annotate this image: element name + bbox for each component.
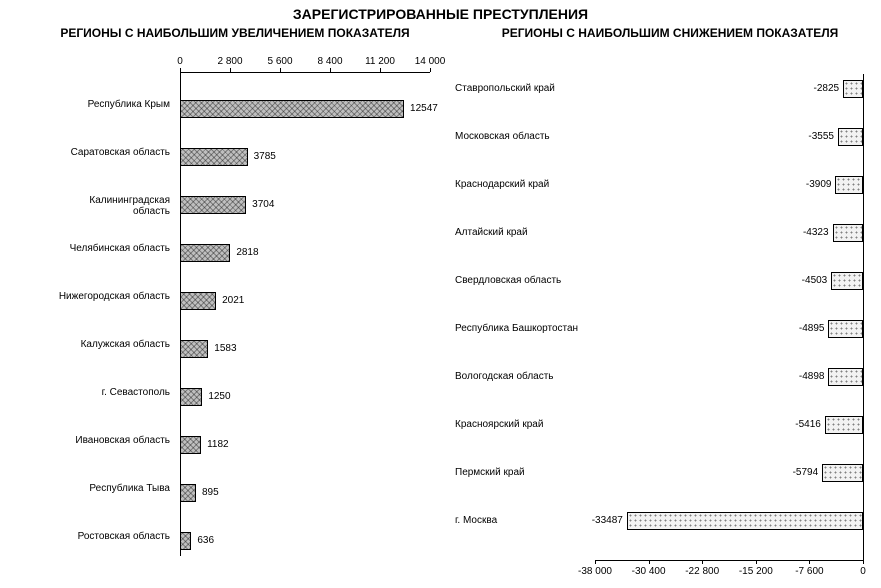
- right-tick: [595, 560, 596, 564]
- right-bar: [822, 464, 863, 482]
- left-tick: [230, 68, 231, 72]
- right-tick: [649, 560, 650, 564]
- right-category: Краснодарский край: [455, 179, 590, 190]
- right-tick-label: -22 800: [685, 566, 719, 577]
- left-x-axis: [180, 72, 430, 73]
- left-value: 895: [202, 487, 219, 498]
- right-category: Республика Башкортостан: [455, 323, 590, 334]
- left-category: Челябинская область: [0, 243, 170, 254]
- left-value: 2818: [236, 247, 258, 258]
- left-category: Ростовская область: [0, 531, 170, 542]
- left-bar: [180, 436, 201, 454]
- right-category: Вологодская область: [455, 371, 590, 382]
- right-value: -3555: [808, 131, 834, 142]
- left-tick-label: 2 800: [217, 56, 242, 67]
- left-tick: [180, 68, 181, 72]
- right-category: Пермский край: [455, 467, 590, 478]
- left-value: 2021: [222, 295, 244, 306]
- right-tick-label: 0: [860, 566, 866, 577]
- left-tick-label: 0: [177, 56, 183, 67]
- main-title: ЗАРЕГИСТРИРОВАННЫЕ ПРЕСТУПЛЕНИЯ: [0, 6, 881, 22]
- left-value: 1250: [208, 391, 230, 402]
- right-subtitle: РЕГИОНЫ С НАИБОЛЬШИМ СНИЖЕНИЕМ ПОКАЗАТЕЛ…: [470, 26, 870, 40]
- left-category: Саратовская область: [0, 147, 170, 158]
- left-category: Республика Крым: [0, 99, 170, 110]
- left-tick: [280, 68, 281, 72]
- right-category: Красноярский край: [455, 419, 590, 430]
- left-tick-label: 14 000: [415, 56, 446, 67]
- left-tick: [330, 68, 331, 72]
- right-value: -2825: [814, 83, 840, 94]
- left-bar: [180, 196, 246, 214]
- right-value: -5416: [795, 419, 821, 430]
- left-value: 1182: [207, 439, 229, 450]
- left-category: Ивановская область: [0, 435, 170, 446]
- left-tick: [380, 68, 381, 72]
- left-tick-label: 5 600: [267, 56, 292, 67]
- right-bar: [828, 320, 863, 338]
- left-bar: [180, 484, 196, 502]
- right-bar: [627, 512, 863, 530]
- right-bar: [831, 272, 863, 290]
- right-value: -5794: [793, 467, 819, 478]
- left-value: 12547: [410, 103, 438, 114]
- right-tick-label: -30 400: [632, 566, 666, 577]
- right-tick-label: -38 000: [578, 566, 612, 577]
- right-tick: [809, 560, 810, 564]
- left-value: 3704: [252, 199, 274, 210]
- left-tick-label: 8 400: [317, 56, 342, 67]
- left-tick-label: 11 200: [365, 56, 395, 67]
- left-bar: [180, 148, 248, 166]
- right-bar: [833, 224, 863, 242]
- left-bar: [180, 340, 208, 358]
- right-category: Алтайский край: [455, 227, 590, 238]
- right-bar: [828, 368, 863, 386]
- right-x-axis: [595, 560, 863, 561]
- right-category: Свердловская область: [455, 275, 590, 286]
- right-y-axis: [863, 74, 864, 560]
- left-category: г. Севастополь: [0, 387, 170, 398]
- left-bar: [180, 100, 404, 118]
- right-tick-label: -7 600: [795, 566, 823, 577]
- left-value: 3785: [254, 151, 276, 162]
- left-category: Калужская область: [0, 339, 170, 350]
- right-value: -33487: [592, 515, 623, 526]
- right-bar: [835, 176, 863, 194]
- right-tick: [702, 560, 703, 564]
- right-bar: [843, 80, 863, 98]
- right-bar: [838, 128, 863, 146]
- left-bar: [180, 388, 202, 406]
- right-tick: [863, 560, 864, 564]
- left-category: Республика Тыва: [0, 483, 170, 494]
- left-bar: [180, 532, 191, 550]
- left-bar: [180, 244, 230, 262]
- right-category: Московская область: [455, 131, 590, 142]
- right-value: -4503: [802, 275, 828, 286]
- left-value: 636: [197, 535, 214, 546]
- right-category: г. Москва: [455, 515, 590, 526]
- right-tick-label: -15 200: [739, 566, 773, 577]
- left-category: Нижегородская область: [0, 291, 170, 302]
- right-value: -4895: [799, 323, 825, 334]
- right-value: -4323: [803, 227, 829, 238]
- left-value: 1583: [214, 343, 236, 354]
- right-value: -3909: [806, 179, 832, 190]
- right-bar: [825, 416, 863, 434]
- left-subtitle: РЕГИОНЫ С НАИБОЛЬШИМ УВЕЛИЧЕНИЕМ ПОКАЗАТ…: [20, 26, 450, 40]
- left-category: Калининградская область: [0, 195, 170, 217]
- right-value: -4898: [799, 371, 825, 382]
- right-category: Ставропольский край: [455, 83, 590, 94]
- left-bar: [180, 292, 216, 310]
- right-tick: [756, 560, 757, 564]
- left-tick: [430, 68, 431, 72]
